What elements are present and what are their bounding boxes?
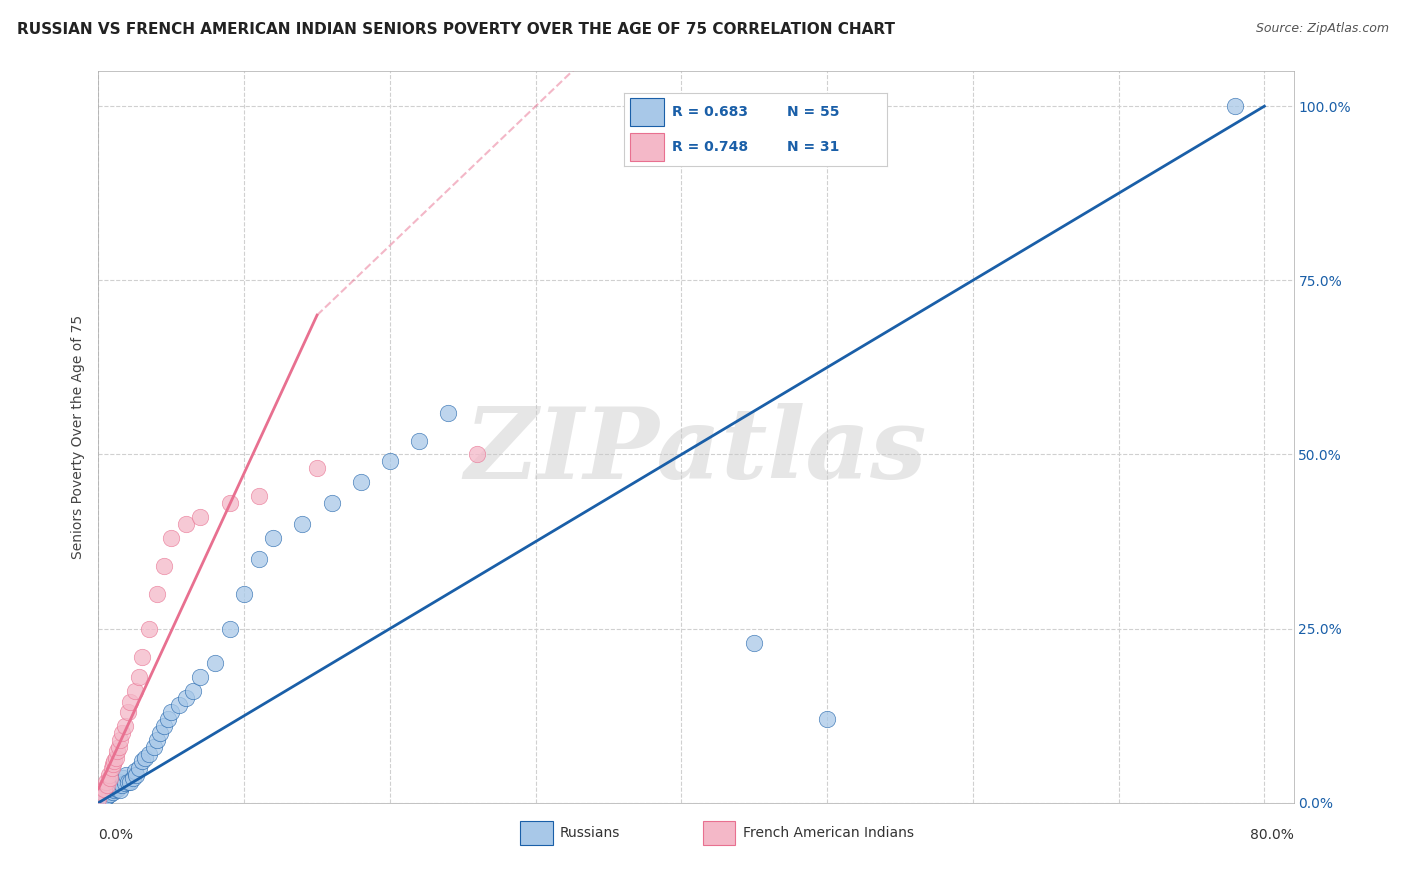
Point (110, 775, 132, 789)
Point (96, 778, 118, 792)
Point (467, 448, 489, 462)
Point (124, 764, 146, 779)
Point (742, 635, 765, 649)
Point (378, 454, 401, 468)
Point (247, 489, 270, 503)
Point (100, 781, 122, 796)
Point (96, 789, 118, 803)
Point (105, 743, 128, 757)
Point (120, 695, 142, 709)
Point (91, 789, 114, 803)
Point (104, 780, 127, 795)
Point (437, 406, 460, 420)
Point (125, 768, 148, 782)
Point (101, 785, 124, 799)
Point (160, 705, 183, 719)
Point (128, 761, 150, 775)
Point (145, 733, 167, 747)
Point (103, 754, 125, 768)
Y-axis label: Seniors Poverty Over the Age of 75: Seniors Poverty Over the Age of 75 (72, 315, 86, 559)
Point (291, 517, 314, 532)
Point (100, 761, 122, 775)
Point (111, 726, 134, 740)
Point (111, 778, 134, 792)
Point (117, 705, 139, 719)
Point (149, 726, 172, 740)
Point (153, 558, 176, 573)
Point (87, 792, 110, 806)
Point (108, 778, 131, 792)
Point (134, 750, 156, 764)
Point (142, 740, 165, 755)
Point (218, 622, 240, 636)
Text: 0.0%: 0.0% (98, 829, 134, 842)
Point (174, 517, 197, 532)
Point (97, 785, 120, 799)
Point (115, 768, 138, 782)
Point (145, 587, 167, 601)
Point (94, 790, 117, 805)
Point (114, 776, 136, 790)
Text: Source: ZipAtlas.com: Source: ZipAtlas.com (1256, 22, 1389, 36)
Point (90, 789, 112, 803)
Point (190, 510, 212, 524)
Point (247, 552, 270, 566)
Point (138, 747, 160, 761)
Point (103, 783, 125, 797)
Point (90, 785, 112, 799)
Point (167, 698, 190, 713)
Point (262, 531, 284, 545)
Point (98, 772, 121, 786)
Point (97, 768, 120, 782)
Point (101, 781, 124, 796)
Point (321, 496, 343, 510)
Point (110, 733, 132, 747)
Point (87, 792, 110, 806)
Point (120, 775, 142, 789)
Point (101, 757, 124, 772)
Text: 80.0%: 80.0% (1250, 829, 1294, 842)
Point (94, 775, 117, 789)
Point (110, 783, 132, 797)
Point (112, 772, 135, 786)
Point (131, 754, 153, 768)
Point (124, 684, 146, 698)
Point (93, 788, 115, 802)
Point (157, 712, 180, 726)
Point (114, 719, 136, 733)
Point (233, 587, 256, 601)
Point (105, 781, 128, 796)
Point (408, 434, 430, 448)
Text: ZIPatlas: ZIPatlas (465, 403, 927, 500)
Point (131, 649, 153, 664)
Point (305, 461, 328, 475)
Point (153, 719, 176, 733)
Point (174, 691, 197, 706)
Point (128, 670, 150, 684)
Point (98, 788, 121, 802)
Point (204, 657, 226, 671)
Point (1225, 99, 1247, 113)
Point (117, 775, 139, 789)
Point (181, 684, 204, 698)
Point (815, 712, 838, 726)
Point (138, 622, 160, 636)
Point (218, 496, 240, 510)
Point (122, 772, 145, 786)
Point (190, 670, 212, 684)
Point (93, 781, 115, 796)
Point (160, 531, 183, 545)
Text: RUSSIAN VS FRENCH AMERICAN INDIAN SENIORS POVERTY OVER THE AGE OF 75 CORRELATION: RUSSIAN VS FRENCH AMERICAN INDIAN SENIOR… (17, 22, 894, 37)
Point (94, 785, 117, 799)
Point (104, 750, 127, 764)
Point (108, 740, 131, 755)
Point (350, 475, 373, 490)
